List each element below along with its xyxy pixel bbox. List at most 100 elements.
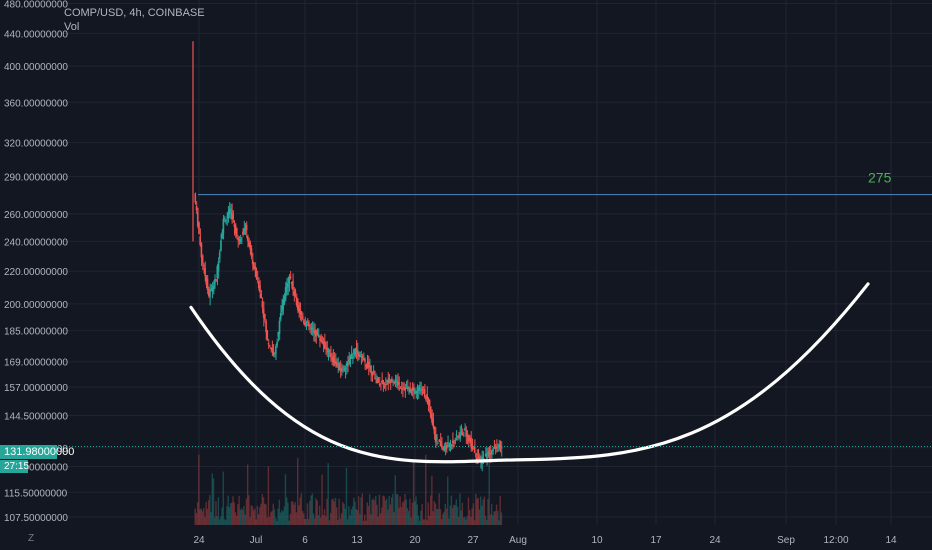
volume-bar [436,509,438,525]
candle-body [277,331,280,338]
candle-body [227,211,230,219]
candle-body [426,394,428,399]
candle-body [370,365,372,374]
chart-legend: COMP/USD, 4h, COINBASE Vol [64,6,205,34]
volume-bar [440,519,443,525]
y-tick-label: 144.50000000 [4,411,68,422]
volume-bar [251,506,254,525]
volume-bar [261,494,263,525]
volume-bar [444,503,446,525]
volume-bar [240,508,243,525]
candle-body [231,211,233,220]
volume-bar [233,502,235,525]
volume-bar [243,505,245,525]
volume-bar [210,511,212,525]
candle-body [415,391,417,394]
volume-bar [257,514,260,525]
volume-bar [410,517,412,525]
candle-body [378,383,381,385]
volume-bar [395,493,398,525]
candle-body [271,348,273,351]
candle-body [412,388,415,392]
candle-body [286,283,288,293]
candle-body [326,347,328,351]
volume-bar [249,517,251,525]
volume-bar [314,518,316,525]
volume-bar [278,499,281,525]
volume-bar [445,508,448,525]
candle-body [384,383,387,386]
volume-bar [229,503,232,525]
volume-bar [355,508,357,525]
volume-bar [220,516,222,525]
candle-body [342,367,344,369]
candle-body [273,353,276,355]
volume-bar [292,501,294,525]
candle-body [304,322,306,326]
volume-bar [497,510,499,525]
candle-body [461,433,464,436]
candle-body [256,277,259,279]
volume-bar [298,505,300,525]
zoom-reset-button[interactable]: Z [28,533,35,544]
candle-body [432,418,434,427]
candle-body [428,399,431,406]
candle-body [240,237,243,239]
volume-bar [334,497,337,525]
candle-body [361,355,364,358]
candle-body [357,353,360,357]
volume-bar [289,513,292,525]
candle-body [204,267,206,276]
candle-body [267,343,270,345]
x-tick-label: 14 [885,535,897,546]
volume-bar [450,495,453,525]
volume-bar [318,505,321,525]
candle-body [266,330,269,339]
candle-body [367,361,370,368]
candle-body [472,447,475,450]
volume-bar [478,509,481,525]
volume-bar [467,497,470,525]
volume-bar [483,496,486,525]
candle-body [365,365,367,367]
candle-body [336,362,338,367]
candle-body [400,388,403,390]
candle-body [447,442,449,445]
volume-bar [211,473,213,525]
candle-body [382,380,384,385]
candle-body [229,208,232,211]
volume-bar [209,495,211,525]
candle-body [381,380,383,383]
volume-bar [420,510,422,525]
candle-body [454,440,456,442]
candle-body [444,447,447,451]
volume-bar [398,507,400,525]
candle-body [334,361,337,365]
volume-bar [311,493,314,525]
volume-bar [431,475,433,525]
volume-bar [198,454,200,525]
volume-bar [235,515,238,525]
candle-body [312,330,315,333]
volume-bar [470,516,472,525]
volume-bar [231,502,233,525]
volume-bar [266,517,268,525]
candle-body [458,436,460,438]
volume-bar [279,512,282,525]
volume-bar [386,498,388,525]
volume-bar [293,504,295,525]
volume-bar [332,498,334,525]
volume-bar [312,513,315,525]
candle-body [234,224,237,234]
volume-bar [264,503,266,525]
x-tick-label: 24 [709,535,721,546]
candle-body [409,388,411,393]
candle-body [467,435,470,442]
candle-body [371,372,373,376]
volume-bar [377,516,379,525]
volume-bar [310,495,312,525]
y-tick-label: 107.50000000 [4,513,68,524]
candle-body [260,293,262,299]
volume-bar [225,520,227,525]
